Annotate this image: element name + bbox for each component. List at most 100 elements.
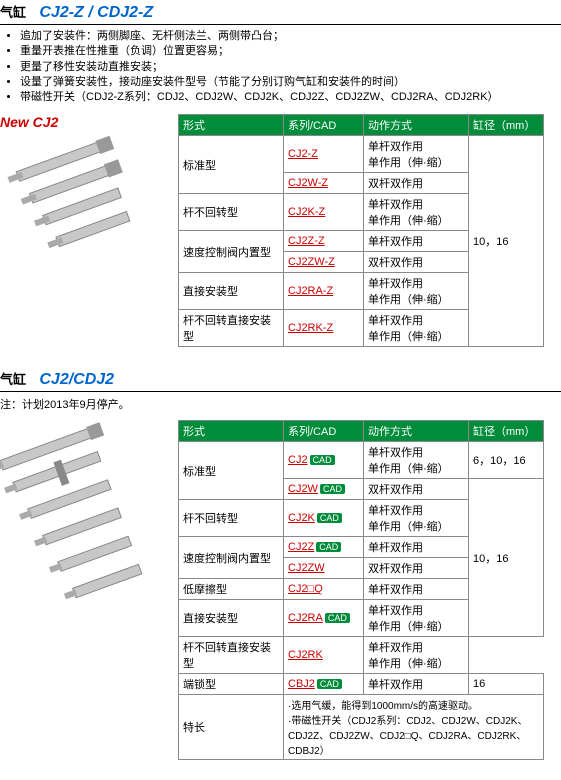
bullet-item: 重量开表推在性推重（负调）位置更容易； [20,44,561,58]
cad-badge: CAD [310,455,335,465]
series-link[interactable]: CJ2RK [288,649,323,661]
bore-cell: 6，10，16 [469,442,544,479]
type-cell: 低摩擦型 [179,579,284,600]
type-cell: 直接安装型 [179,600,284,637]
series-link[interactable]: CJ2W-Z [288,177,328,189]
table-row: 标准型CJ2-Z单杆双作用 单作用（伸·缩）10，16 [179,136,544,173]
action-cell: 单杆双作用 [364,231,469,252]
type-cell: 杆不回转直接安装型 [179,637,284,674]
type-cell: 杆不回转型 [179,194,284,231]
action-cell: 双杆双作用 [364,173,469,194]
series-link[interactable]: CJ2RA [288,612,323,624]
table-row: 标准型CJ2CAD单杆双作用 单作用（伸·缩）6，10，16 [179,442,544,479]
type-cell: 标准型 [179,136,284,194]
bullet-item: 追加了安装件：两侧脚座、无杆侧法兰、两侧带凸台； [20,29,561,43]
cad-cell: CJ2ZW [284,558,364,579]
title-model: CJ2-Z / CDJ2-Z [39,4,153,21]
bullet-item: 更量了移性安装动直推安装； [20,60,561,74]
action-cell: 单杆双作用 [364,579,469,600]
cad-cell: CJ2K-Z [284,194,364,231]
cad-cell: CJ2-Z [284,136,364,173]
action-cell: 双杆双作用 [364,479,469,500]
bore-cell: 16 [469,674,544,695]
series-link[interactable]: CBJ2 [288,678,315,690]
section-cj2: 气缸 CJ2/CDJ2 注：计划2013年9月停产。 形式系列/CAD动作方式缸… [0,367,561,760]
new-label: New CJ2 [0,114,58,130]
section-cj2z: 气缸 CJ2-Z / CDJ2-Z 追加了安装件：两侧脚座、无杆侧法兰、两侧带凸… [0,0,561,347]
action-cell: 单杆双作用 单作用（伸·缩） [364,600,469,637]
series-link[interactable]: CJ2RK-Z [288,322,333,334]
spec-table-2: 形式系列/CAD动作方式缸径（mm） 标准型CJ2CAD单杆双作用 单作用（伸·… [178,420,544,760]
table-row: 杆不回转直接安装型 CJ2RK 单杆双作用 单作用（伸·缩） [179,637,544,674]
type-cell: 速度控制阀内置型 [179,537,284,579]
table-header: 系列/CAD [284,115,364,136]
series-link[interactable]: CJ2□Q [288,583,323,595]
action-cell: 单杆双作用 单作用（伸·缩） [364,500,469,537]
action-cell: 单杆双作用 单作用（伸·缩） [364,136,469,173]
series-link[interactable]: CJ2ZW-Z [288,256,335,268]
feature-text: ·选用气缓，能得到1000mm/s的高速驱动。 ·带磁性开关（CDJ2系列：CD… [284,695,544,760]
cad-cell: CJ2KCAD [284,500,364,537]
series-link[interactable]: CJ2 [288,454,308,466]
table-header: 缸径（mm） [469,421,544,442]
series-link[interactable]: CJ2-Z [288,148,318,160]
content-row: New CJ2 形式系列/CAD动作方式缸径（mm） 标准型CJ2-Z单 [0,114,561,347]
series-link[interactable]: CJ2W [288,483,318,495]
type-cell: 杆不回转直接安装型 [179,310,284,347]
type-cell: 直接安装型 [179,273,284,310]
cad-cell: CJ2□Q [284,579,364,600]
feature-label: 特长 [179,695,284,760]
action-cell: 单杆双作用 [364,537,469,558]
cad-cell: CJ2RK [284,637,364,674]
title-row: 气缸 CJ2-Z / CDJ2-Z [0,0,561,25]
title-row: 气缸 CJ2/CDJ2 [0,367,561,392]
cad-cell: CJ2RK-Z [284,310,364,347]
type-cell: 标准型 [179,442,284,500]
action-cell: 单杆双作用 单作用（伸·缩） [364,194,469,231]
cad-cell: CBJ2CAD [284,674,364,695]
feature-bullets: 追加了安装件：两侧脚座、无杆侧法兰、两侧带凸台；重量开表推在性推重（负调）位置更… [20,29,561,104]
action-cell: 单杆双作用 单作用（伸·缩） [364,442,469,479]
feature-row: 特长·选用气缓，能得到1000mm/s的高速驱动。 ·带磁性开关（CDJ2系列：… [179,695,544,760]
table-header: 动作方式 [364,421,469,442]
series-link[interactable]: CJ2ZW [288,562,325,574]
cylinder-illustration [0,130,170,270]
series-link[interactable]: CJ2Z-Z [288,235,325,247]
series-link[interactable]: CJ2RA-Z [288,285,333,297]
cad-badge: CAD [317,513,342,523]
discontinue-note: 注：计划2013年9月停产。 [0,396,561,412]
cad-badge: CAD [320,484,345,494]
cad-cell: CJ2CAD [284,442,364,479]
series-link[interactable]: CJ2K [288,512,315,524]
type-cell: 速度控制阀内置型 [179,231,284,273]
image-column: New CJ2 [0,114,170,273]
cad-cell: CJ2RACAD [284,600,364,637]
image-column [0,420,170,623]
bore-cell: 10，16 [469,136,544,347]
cad-badge: CAD [316,542,341,552]
title-model: CJ2/CDJ2 [39,371,114,388]
type-cell: 杆不回转型 [179,500,284,537]
title-label: 气缸 [0,372,26,387]
table-row: 端锁型CBJ2CAD单杆双作用16 [179,674,544,695]
action-cell: 单杆双作用 单作用（伸·缩） [364,637,469,674]
table-header: 形式 [179,421,284,442]
series-link[interactable]: CJ2Z [288,541,314,553]
action-cell: 双杆双作用 [364,558,469,579]
cad-badge: CAD [325,613,350,623]
action-cell: 单杆双作用 单作用（伸·缩） [364,310,469,347]
series-link[interactable]: CJ2K-Z [288,206,325,218]
cad-cell: CJ2Z-Z [284,231,364,252]
cad-cell: CJ2ZCAD [284,537,364,558]
bullet-item: 带磁性开关（CDJ2-Z系列：CDJ2、CDJ2W、CDJ2K、CDJ2Z、CD… [20,90,561,104]
cad-cell: CJ2ZW-Z [284,252,364,273]
action-cell: 双杆双作用 [364,252,469,273]
cad-cell: CJ2W-Z [284,173,364,194]
cylinder-illustration [0,420,170,620]
bullet-item: 设量了弹簧安装性，接动座安装件型号（节能了分别订购气缸和安装件的时间） [20,75,561,89]
cad-cell: CJ2RA-Z [284,273,364,310]
cad-badge: CAD [317,679,342,689]
table-header: 形式 [179,115,284,136]
action-cell: 单杆双作用 单作用（伸·缩） [364,273,469,310]
table-header: 系列/CAD [284,421,364,442]
